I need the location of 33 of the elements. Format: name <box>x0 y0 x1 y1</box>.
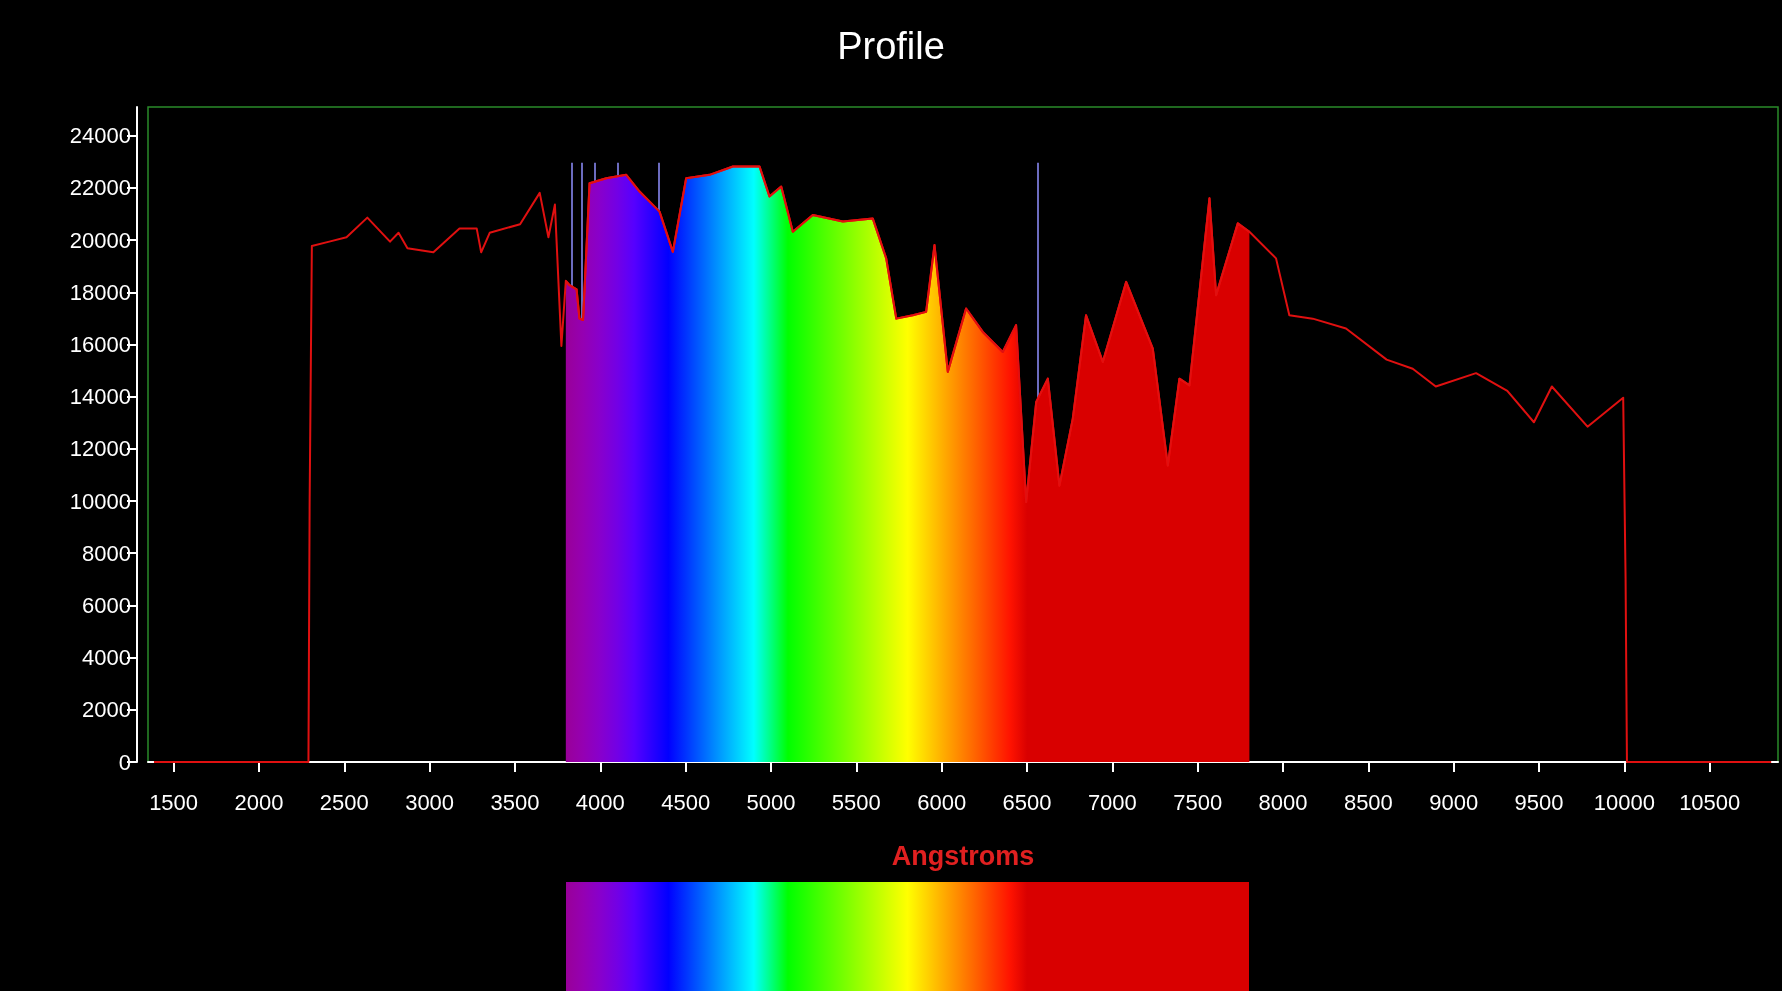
y-tick-label: 6000 <box>82 592 131 618</box>
x-tick-label: 2500 <box>319 789 369 815</box>
x-tick-label: 3500 <box>490 789 540 815</box>
y-tick-label: 20000 <box>69 227 131 253</box>
x-tick-label: 3000 <box>405 789 455 815</box>
x-tick-label: 1500 <box>149 789 199 815</box>
chart-title: Profile <box>837 25 945 67</box>
y-tick-label: 2000 <box>82 697 131 723</box>
x-axis-title: Angstroms <box>891 840 1035 871</box>
y-tick-label: 22000 <box>69 175 131 201</box>
x-tick-label: 4000 <box>575 789 625 815</box>
x-tick-label: 2000 <box>234 789 284 815</box>
y-tick-label: 18000 <box>69 279 131 305</box>
y-tick-label: 10000 <box>69 488 131 514</box>
x-tick-label: 6500 <box>1002 789 1052 815</box>
y-tick-label: 14000 <box>69 384 131 410</box>
y-tick-label: 4000 <box>82 645 131 671</box>
x-tick-label: 8000 <box>1258 789 1308 815</box>
x-tick-label: 9000 <box>1429 789 1479 815</box>
x-tick-label: 5000 <box>746 789 796 815</box>
x-tick-label: 8500 <box>1343 789 1393 815</box>
x-tick-label: 10500 <box>1679 789 1741 815</box>
x-tick-label: 5500 <box>831 789 881 815</box>
x-tick-label: 7000 <box>1087 789 1137 815</box>
x-tick-label: 6000 <box>917 789 967 815</box>
y-tick-label: 8000 <box>82 540 131 566</box>
y-tick-label: 16000 <box>69 331 131 357</box>
y-tick-label: 24000 <box>69 123 131 149</box>
x-tick-label: 10000 <box>1593 789 1655 815</box>
x-tick-label: 9500 <box>1514 789 1564 815</box>
y-tick-label: 12000 <box>69 436 131 462</box>
x-tick-label: 7500 <box>1173 789 1223 815</box>
x-tick-label: 4500 <box>661 789 711 815</box>
